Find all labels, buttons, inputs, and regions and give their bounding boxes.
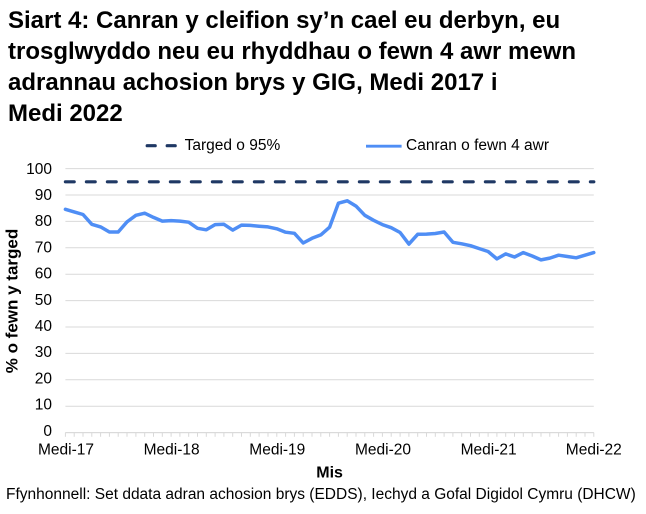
svg-text:40: 40 bbox=[35, 318, 53, 335]
svg-text:0: 0 bbox=[43, 423, 52, 440]
svg-text:% o fewn y targed: % o fewn y targed bbox=[3, 229, 22, 374]
svg-text:90: 90 bbox=[35, 187, 53, 204]
svg-text:Targed o 95%: Targed o 95% bbox=[185, 137, 281, 154]
svg-text:Medi-22: Medi-22 bbox=[566, 441, 622, 458]
svg-text:Medi-17: Medi-17 bbox=[38, 441, 94, 458]
svg-text:50: 50 bbox=[35, 292, 53, 309]
svg-text:10: 10 bbox=[35, 397, 53, 414]
svg-text:100: 100 bbox=[26, 161, 52, 178]
svg-text:Canran o fewn 4 awr: Canran o fewn 4 awr bbox=[406, 137, 549, 154]
svg-text:Mis: Mis bbox=[316, 465, 343, 482]
svg-text:80: 80 bbox=[35, 213, 53, 230]
svg-text:Medi-18: Medi-18 bbox=[144, 441, 200, 458]
svg-text:Medi-19: Medi-19 bbox=[249, 441, 305, 458]
svg-text:30: 30 bbox=[35, 344, 53, 361]
svg-text:70: 70 bbox=[35, 239, 53, 256]
svg-text:Medi-21: Medi-21 bbox=[461, 441, 517, 458]
svg-text:60: 60 bbox=[35, 266, 53, 283]
svg-text:Medi-20: Medi-20 bbox=[355, 441, 411, 458]
svg-text:20: 20 bbox=[35, 370, 53, 387]
